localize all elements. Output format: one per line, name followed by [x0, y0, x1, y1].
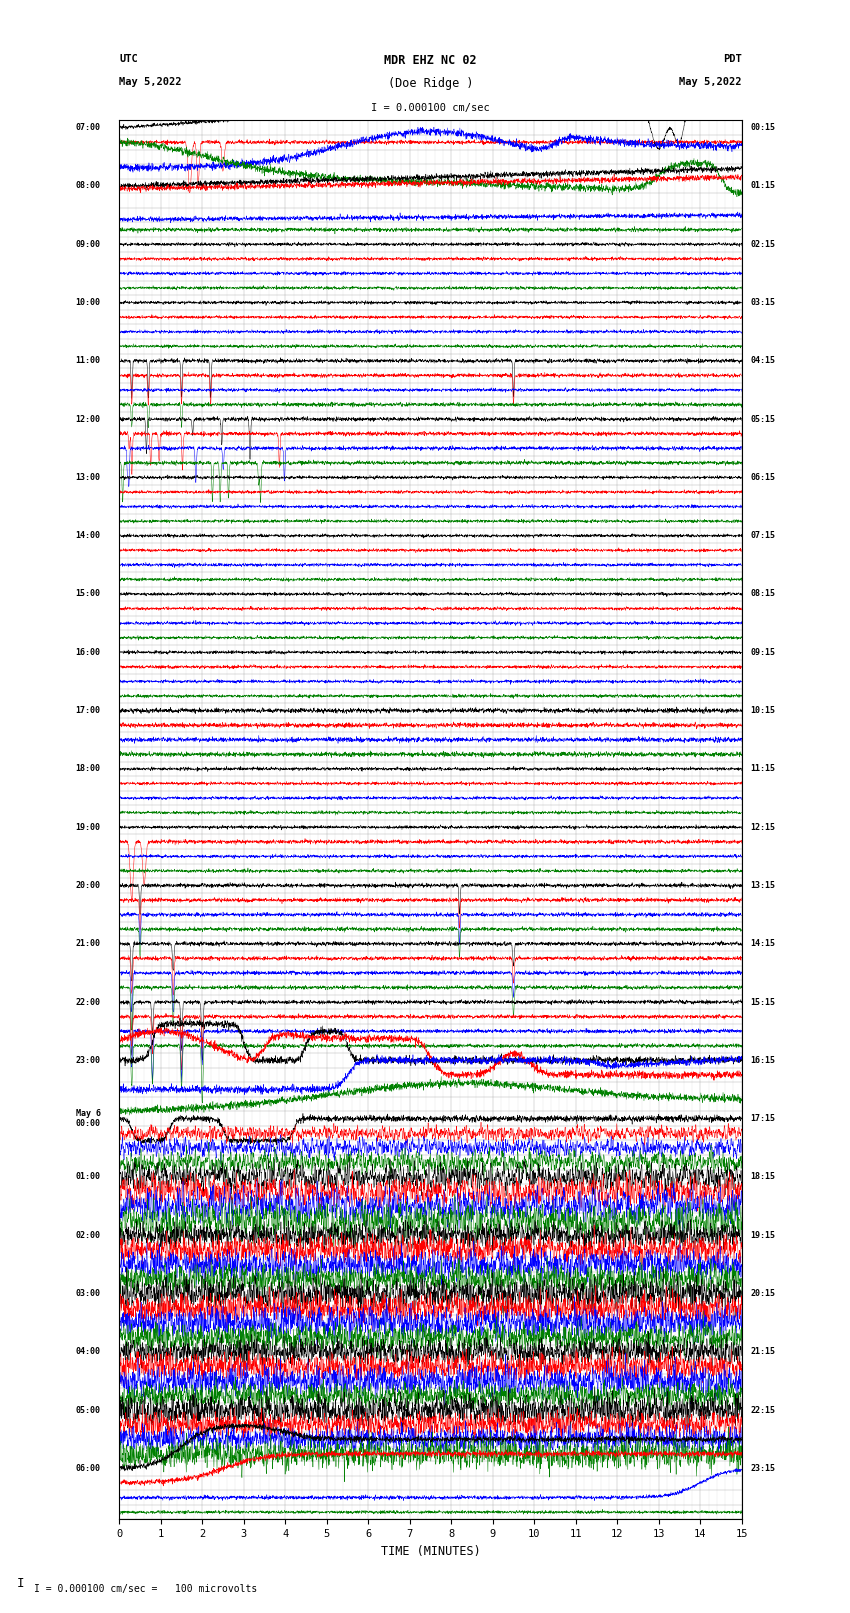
Text: 21:00: 21:00 — [76, 939, 100, 948]
Text: 13:00: 13:00 — [76, 473, 100, 482]
Text: 12:00: 12:00 — [76, 415, 100, 424]
Text: 14:00: 14:00 — [76, 531, 100, 540]
Text: (Doe Ridge ): (Doe Ridge ) — [388, 76, 473, 90]
Text: 23:00: 23:00 — [76, 1057, 100, 1065]
Text: I = 0.000100 cm/sec =   100 microvolts: I = 0.000100 cm/sec = 100 microvolts — [34, 1584, 258, 1594]
Text: May 6
00:00: May 6 00:00 — [76, 1108, 100, 1129]
Text: 18:00: 18:00 — [76, 765, 100, 773]
Text: May 5,2022: May 5,2022 — [119, 77, 182, 87]
Text: 20:15: 20:15 — [750, 1289, 775, 1298]
Text: MDR EHZ NC 02: MDR EHZ NC 02 — [384, 55, 477, 68]
Text: 07:15: 07:15 — [750, 531, 775, 540]
Text: 02:00: 02:00 — [76, 1231, 100, 1240]
Text: I: I — [17, 1578, 25, 1590]
Text: 04:00: 04:00 — [76, 1347, 100, 1357]
Text: 21:15: 21:15 — [750, 1347, 775, 1357]
Text: 14:15: 14:15 — [750, 939, 775, 948]
Text: 03:15: 03:15 — [750, 298, 775, 306]
Text: 07:00: 07:00 — [76, 123, 100, 132]
Text: 11:15: 11:15 — [750, 765, 775, 773]
Text: 13:15: 13:15 — [750, 881, 775, 890]
Text: 23:15: 23:15 — [750, 1465, 775, 1473]
Text: PDT: PDT — [723, 55, 742, 65]
Text: 09:15: 09:15 — [750, 648, 775, 656]
Text: 09:00: 09:00 — [76, 240, 100, 248]
Text: 01:00: 01:00 — [76, 1173, 100, 1181]
Text: 06:00: 06:00 — [76, 1465, 100, 1473]
Text: 22:00: 22:00 — [76, 997, 100, 1007]
Text: 17:15: 17:15 — [750, 1115, 775, 1123]
Text: I = 0.000100 cm/sec: I = 0.000100 cm/sec — [371, 103, 490, 113]
Text: May 5,2022: May 5,2022 — [679, 77, 742, 87]
Text: 16:00: 16:00 — [76, 648, 100, 656]
Text: 05:00: 05:00 — [76, 1405, 100, 1415]
Text: 20:00: 20:00 — [76, 881, 100, 890]
Text: 05:15: 05:15 — [750, 415, 775, 424]
Text: 19:15: 19:15 — [750, 1231, 775, 1240]
Text: 12:15: 12:15 — [750, 823, 775, 832]
Text: 08:00: 08:00 — [76, 181, 100, 190]
Text: 00:15: 00:15 — [750, 123, 775, 132]
Text: 03:00: 03:00 — [76, 1289, 100, 1298]
X-axis label: TIME (MINUTES): TIME (MINUTES) — [381, 1545, 480, 1558]
Text: UTC: UTC — [119, 55, 138, 65]
Text: 01:15: 01:15 — [750, 181, 775, 190]
Text: 10:15: 10:15 — [750, 706, 775, 715]
Text: 16:15: 16:15 — [750, 1057, 775, 1065]
Text: 02:15: 02:15 — [750, 240, 775, 248]
Text: 18:15: 18:15 — [750, 1173, 775, 1181]
Text: 22:15: 22:15 — [750, 1405, 775, 1415]
Text: 08:15: 08:15 — [750, 589, 775, 598]
Text: 04:15: 04:15 — [750, 356, 775, 365]
Text: 15:00: 15:00 — [76, 589, 100, 598]
Text: 06:15: 06:15 — [750, 473, 775, 482]
Text: 19:00: 19:00 — [76, 823, 100, 832]
Text: 10:00: 10:00 — [76, 298, 100, 306]
Text: 11:00: 11:00 — [76, 356, 100, 365]
Text: 15:15: 15:15 — [750, 997, 775, 1007]
Text: 17:00: 17:00 — [76, 706, 100, 715]
